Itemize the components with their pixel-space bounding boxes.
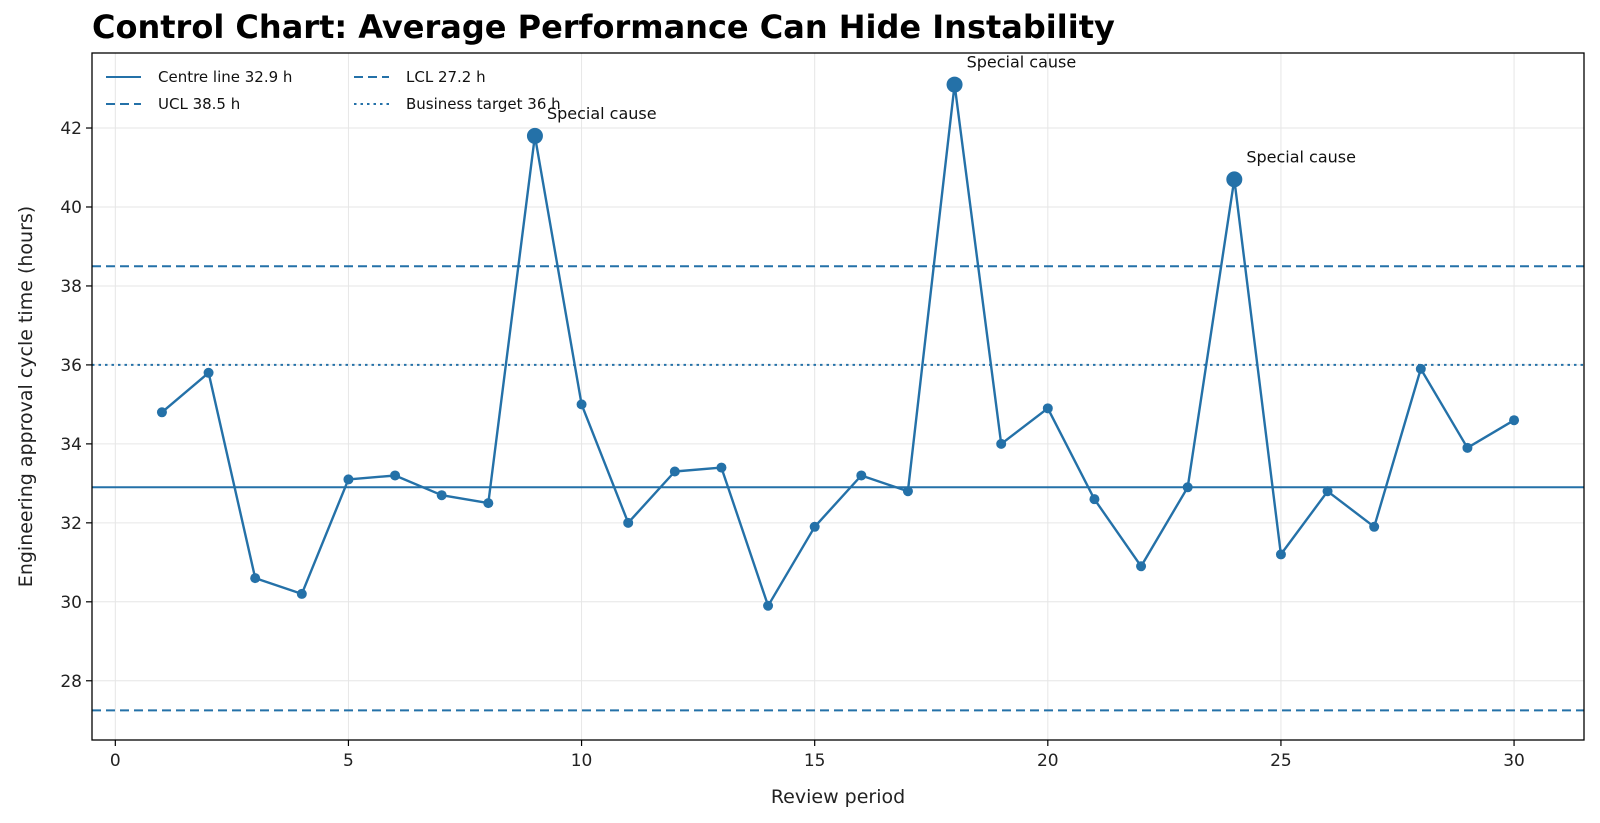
data-point bbox=[716, 462, 727, 473]
y-tick-label: 34 bbox=[60, 435, 82, 455]
ticks: 0 5 10 15 20 25 30 28 30 32 34 36 38 40 42 bbox=[60, 119, 1525, 771]
data-point bbox=[250, 573, 261, 584]
data-point bbox=[1415, 363, 1426, 374]
data-point bbox=[1182, 482, 1193, 493]
y-tick-label: 40 bbox=[60, 198, 82, 218]
legend-label-lcl: LCL 27.2 h bbox=[406, 68, 486, 86]
plot-frame bbox=[91, 52, 1585, 741]
series-line bbox=[161, 83, 1515, 607]
x-tick-label: 15 bbox=[804, 751, 826, 771]
x-tick-label: 25 bbox=[1270, 751, 1292, 771]
x-tick-label: 0 bbox=[110, 751, 121, 771]
legend: Centre line 32.9 h UCL 38.5 h LCL 27.2 h Bu… bbox=[106, 68, 561, 113]
special-cause-point bbox=[946, 76, 963, 93]
data-point bbox=[1462, 442, 1473, 453]
special-cause-point bbox=[1226, 171, 1243, 188]
data-point bbox=[483, 498, 494, 509]
special-cause-label: Special cause bbox=[547, 104, 657, 123]
data-point bbox=[763, 600, 774, 611]
data-point bbox=[1509, 415, 1520, 426]
data-point bbox=[203, 367, 214, 378]
x-tick-label: 10 bbox=[571, 751, 593, 771]
data-point bbox=[1089, 494, 1100, 505]
special-cause-label: Special cause bbox=[1246, 147, 1356, 166]
data-point bbox=[156, 407, 167, 418]
x-axis-label: Review period bbox=[771, 786, 905, 808]
chart-title: Control Chart: Average Performance Can H… bbox=[92, 8, 1115, 46]
legend-label-centre: Centre line 32.9 h bbox=[158, 68, 292, 86]
data-point bbox=[856, 470, 867, 481]
grid-layer bbox=[92, 53, 1584, 740]
y-tick-label: 32 bbox=[60, 514, 82, 534]
data-point bbox=[902, 486, 913, 497]
data-point bbox=[343, 474, 354, 485]
annotations: Special cause Special cause Special cause bbox=[547, 53, 1356, 167]
data-point bbox=[1042, 403, 1053, 414]
data-point bbox=[390, 470, 401, 481]
legend-label-ucl: UCL 38.5 h bbox=[158, 95, 240, 113]
series-layer bbox=[156, 76, 1520, 611]
data-point bbox=[576, 399, 587, 410]
data-point bbox=[1275, 549, 1286, 560]
data-point bbox=[1136, 561, 1147, 572]
data-point bbox=[1322, 486, 1333, 497]
reference-lines bbox=[92, 265, 1584, 712]
data-point bbox=[436, 490, 447, 501]
y-tick-label: 42 bbox=[60, 119, 82, 139]
x-tick-label: 5 bbox=[343, 751, 354, 771]
data-point bbox=[296, 588, 307, 599]
data-point bbox=[996, 438, 1007, 449]
y-tick-label: 28 bbox=[60, 672, 82, 692]
data-point bbox=[669, 466, 680, 477]
data-point bbox=[623, 517, 634, 528]
special-cause-label: Special cause bbox=[967, 53, 1077, 72]
y-tick-label: 30 bbox=[60, 593, 82, 613]
x-tick-label: 20 bbox=[1037, 751, 1059, 771]
legend-label-target: Business target 36 h bbox=[406, 95, 561, 113]
y-tick-label: 38 bbox=[60, 277, 82, 297]
data-point bbox=[809, 521, 820, 532]
special-cause-point bbox=[526, 127, 543, 144]
y-tick-label: 36 bbox=[60, 356, 82, 376]
x-tick-label: 30 bbox=[1503, 751, 1525, 771]
data-point bbox=[1369, 521, 1380, 532]
y-axis-label: Engineering approval cycle time (hours) bbox=[15, 206, 37, 587]
